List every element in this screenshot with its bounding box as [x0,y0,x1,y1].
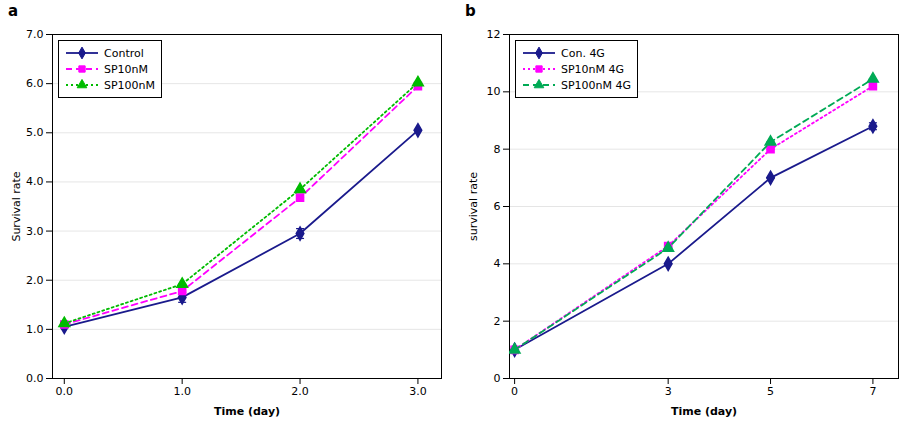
svg-text:survival rate: survival rate [467,172,480,241]
svg-text:0: 0 [494,372,501,385]
svg-text:5: 5 [767,385,774,398]
svg-text:10: 10 [487,85,501,98]
svg-text:6.0: 6.0 [26,77,44,90]
svg-text:3.0: 3.0 [409,385,427,398]
svg-text:4: 4 [494,257,501,270]
svg-text:1.0: 1.0 [173,385,191,398]
svg-text:0: 0 [511,385,518,398]
svg-text:Time (day): Time (day) [671,405,737,418]
html-text:Con. 4G: Con. 4G [561,46,605,60]
svg-text:4.0: 4.0 [26,175,44,188]
html-text:a: a [8,2,19,20]
svg-text:Time (day): Time (day) [214,405,280,418]
svg-text:8: 8 [494,143,501,156]
svg-text:7.0: 7.0 [26,28,44,41]
svg-text:2.0: 2.0 [26,274,44,287]
svg-text:0.0: 0.0 [56,385,74,398]
html-text:SP10nM 4G: SP10nM 4G [561,62,625,76]
svg-text:3: 3 [665,385,672,398]
svg-text:2: 2 [494,315,501,328]
svg-text:12: 12 [487,28,501,41]
html-text:b: b [465,2,476,20]
svg-text:5.0: 5.0 [26,126,44,139]
html-text:SP100nM: SP100nM [104,78,156,92]
svg-text:0.0: 0.0 [26,372,44,385]
html-text:SP10nM: SP10nM [104,62,149,76]
svg-text:6: 6 [494,200,501,213]
svg-text:1.0: 1.0 [26,323,44,336]
svg-text:3.0: 3.0 [26,225,44,238]
svg-text:Survival rate: Survival rate [10,171,23,241]
html-text:SP100nM 4G: SP100nM 4G [561,78,632,92]
svg-text:2.0: 2.0 [291,385,309,398]
svg-text:7: 7 [869,385,876,398]
html-text:Control: Control [104,46,144,60]
